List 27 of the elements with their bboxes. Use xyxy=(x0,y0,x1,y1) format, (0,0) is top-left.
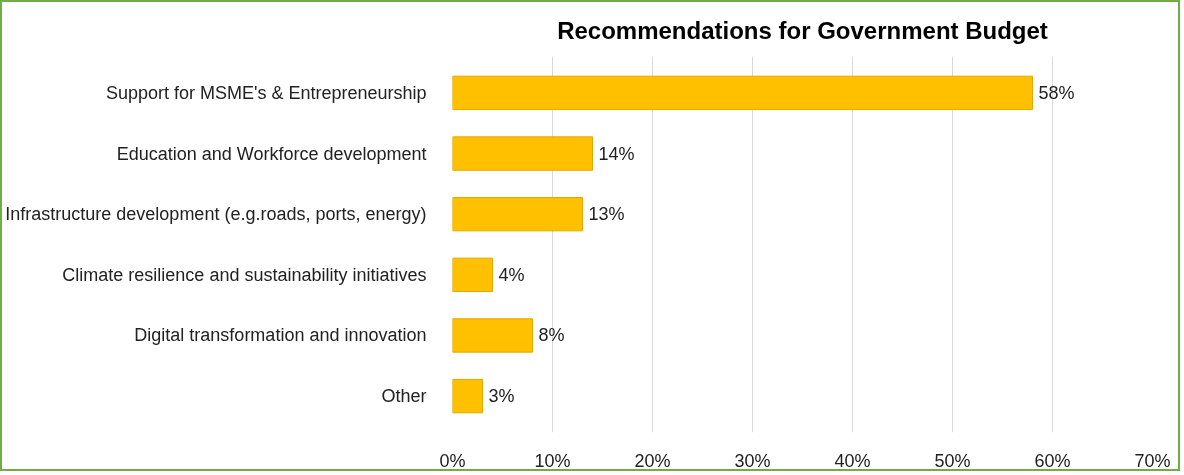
y-tick-label: Climate resilience and sustainability initiatives xyxy=(62,264,427,285)
x-tick-label: 60% xyxy=(1034,450,1071,471)
x-tick-label: 30% xyxy=(734,450,771,471)
y-tick-label: Other xyxy=(381,386,427,407)
data-label: 4% xyxy=(498,264,525,285)
y-tick-label: Infrastructure development (e.g.roads, ports, energy) xyxy=(5,204,427,225)
data-label: 58% xyxy=(1038,82,1075,103)
x-tick-label: 20% xyxy=(634,450,671,471)
bar xyxy=(452,136,593,171)
data-label: 8% xyxy=(538,325,565,346)
bar xyxy=(452,75,1033,111)
bar xyxy=(452,197,583,232)
bar xyxy=(452,378,483,414)
y-tick-label: Digital transformation and innovation xyxy=(134,325,427,346)
bar xyxy=(452,318,533,353)
chart-title: Recommendations for Government Budget xyxy=(557,17,1048,44)
x-tick-label: 50% xyxy=(934,450,971,471)
x-tick-label: 0% xyxy=(439,450,466,471)
bar xyxy=(452,257,493,292)
data-label: 3% xyxy=(488,386,515,407)
y-tick-label: Education and Workforce development xyxy=(116,143,427,164)
data-label: 14% xyxy=(598,143,635,164)
x-tick-label: 70% xyxy=(1134,450,1171,471)
data-label: 13% xyxy=(588,204,625,225)
x-tick-label: 10% xyxy=(534,450,571,471)
x-tick-label: 40% xyxy=(834,450,871,471)
y-tick-label: Support for MSME's & Entrepreneurship xyxy=(105,82,427,103)
